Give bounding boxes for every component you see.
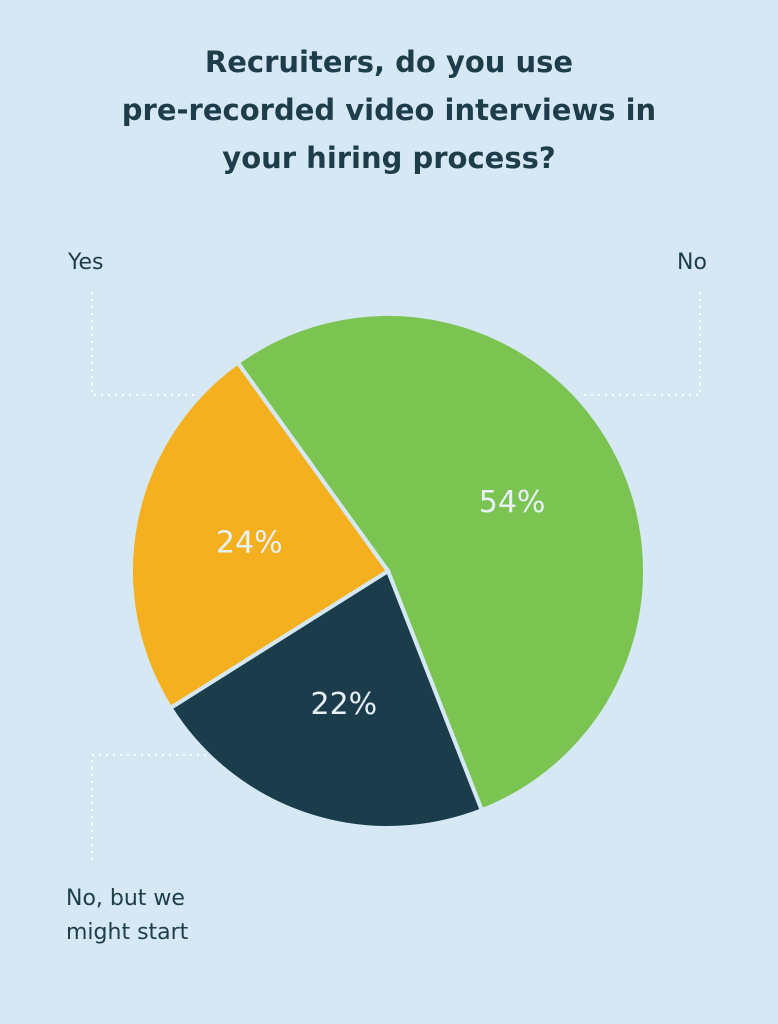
chart-title: pre-recorded video interviews in: [122, 93, 656, 127]
value-label: 22%: [311, 687, 378, 722]
leader-line: [582, 292, 701, 396]
category-label: Yes: [68, 250, 104, 275]
pie-slice: [167, 568, 485, 830]
chart-title: your hiring process?: [222, 141, 555, 175]
pie-slice: [129, 359, 391, 711]
value-label: 24%: [216, 526, 283, 561]
category-label: No: [677, 250, 707, 275]
leader-line: [91, 754, 208, 860]
value-label: 54%: [479, 485, 546, 520]
chart-title: Recruiters, do you use: [205, 45, 573, 79]
category-label: No, but we might start: [66, 886, 189, 945]
leader-line: [91, 292, 198, 396]
pie-slice: [234, 312, 647, 813]
